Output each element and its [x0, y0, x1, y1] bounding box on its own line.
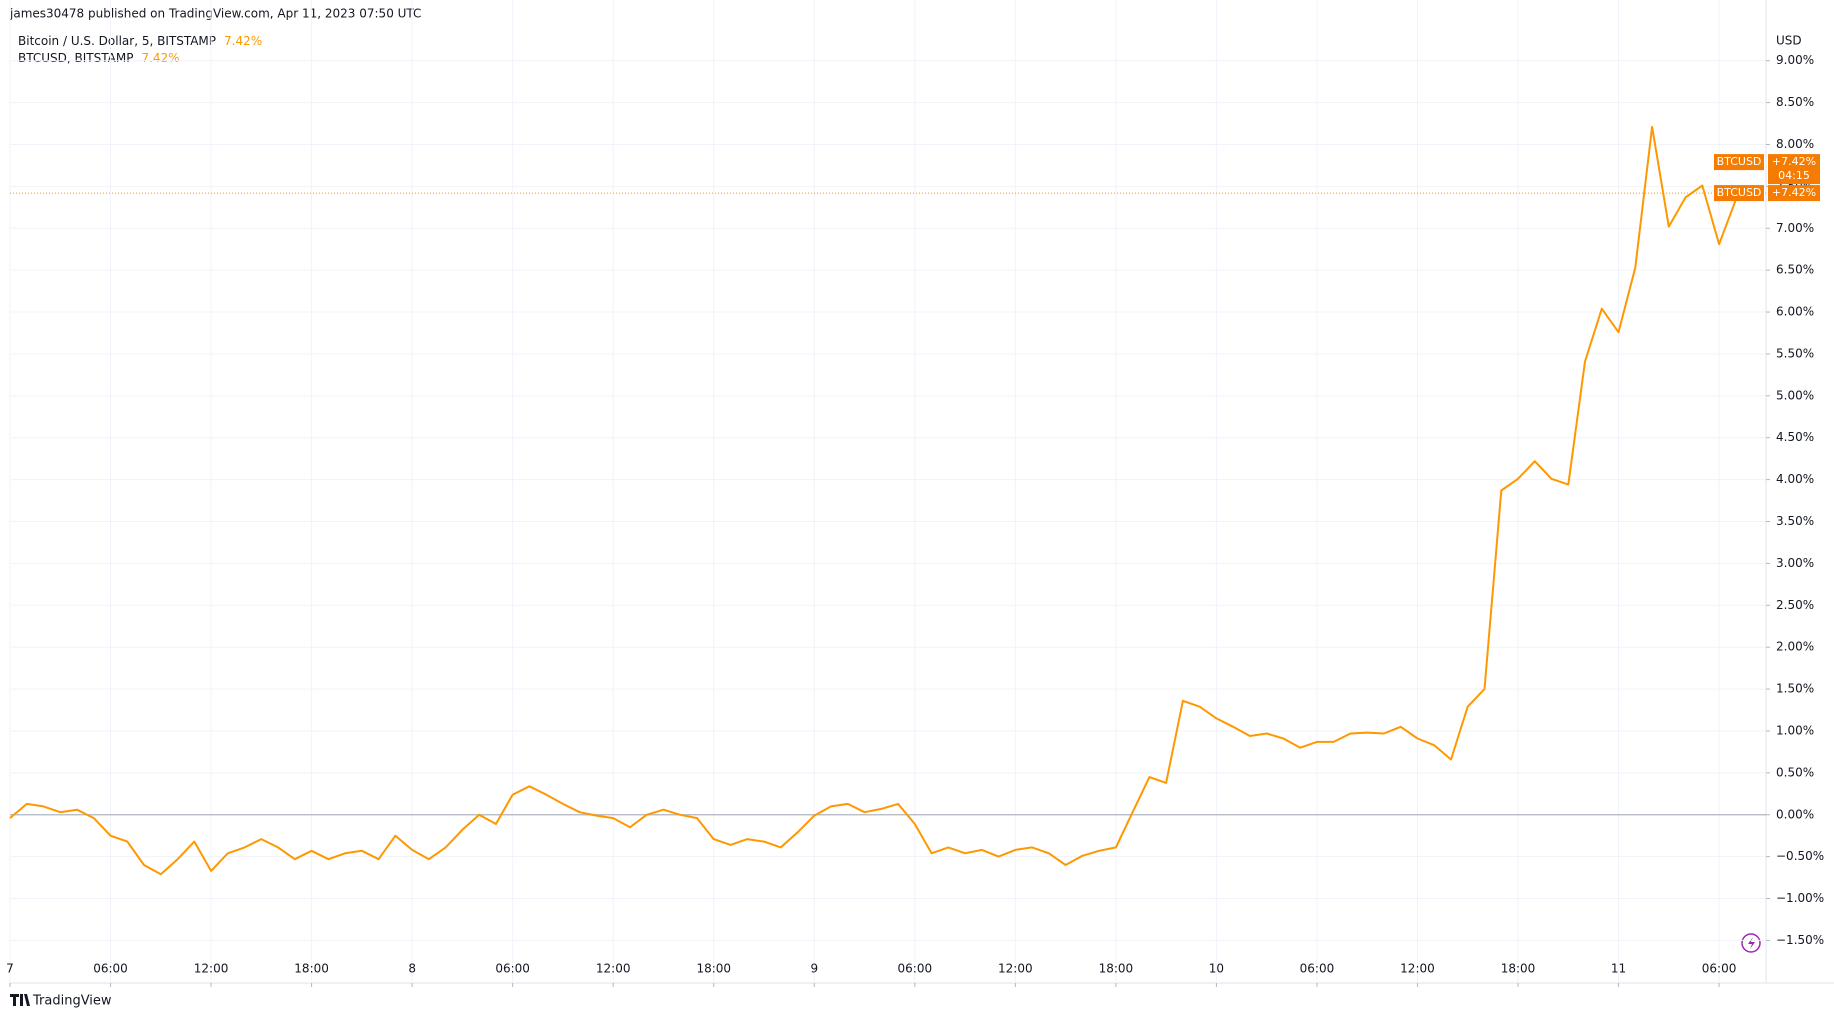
x-tick-label: 12:00: [998, 962, 1033, 976]
price-tag: [1768, 185, 1820, 202]
x-tick-label: 06:00: [1300, 962, 1335, 976]
x-tick-label: 06:00: [1702, 962, 1737, 976]
x-tick-label: 06:00: [495, 962, 530, 976]
x-tick-label: 12:00: [194, 962, 229, 976]
y-tick-label: 6.50%: [1776, 263, 1814, 277]
y-tick-label: 4.00%: [1776, 472, 1814, 486]
y-tick-label: 4.50%: [1776, 430, 1814, 444]
x-tick-label: 9: [810, 962, 818, 976]
y-tick-label: 0.50%: [1776, 765, 1814, 779]
x-tick-label: 06:00: [898, 962, 933, 976]
y-tick-label: −0.50%: [1776, 849, 1824, 863]
y-tick-label: 3.00%: [1776, 556, 1814, 570]
y-tick-label: 3.50%: [1776, 514, 1814, 528]
x-tick-label: 18:00: [1501, 962, 1536, 976]
y-tick-label: 1.00%: [1776, 723, 1814, 737]
y-tick-label: 5.00%: [1776, 388, 1814, 402]
price-tag-value: +7.42%: [1772, 155, 1816, 168]
x-tick-label: 12:00: [1400, 962, 1435, 976]
attribution: james30478 published on TradingView.com,…: [9, 7, 421, 21]
countdown: 04:15: [1778, 169, 1810, 182]
x-tick-label: 7: [6, 962, 14, 976]
price-tag-value: +7.42%: [1772, 186, 1816, 199]
price-tag-name: BTCUSD: [1717, 155, 1762, 168]
bolt-icon: [1741, 933, 1761, 953]
legend-series: BTCUSD, BITSTAMP 7.42%: [18, 51, 180, 65]
legend-series-change: 7.42%: [141, 51, 179, 65]
x-tick-label: 06:00: [93, 962, 128, 976]
y-tick-label: 5.50%: [1776, 346, 1814, 360]
y-tick-label: 7.00%: [1776, 221, 1814, 235]
logo-icon: [10, 994, 30, 1006]
bolt: [1748, 937, 1755, 949]
x-tick-label: 18:00: [1099, 962, 1134, 976]
y-tick-label: 0.00%: [1776, 807, 1814, 821]
x-tick-label: 18:00: [294, 962, 329, 976]
bolt-circle: [1741, 933, 1761, 953]
price-line: [9, 125, 1741, 876]
x-tick-label: 10: [1209, 962, 1224, 976]
legend-title: Bitcoin / U.S. Dollar, 5, BITSTAMP: [18, 34, 216, 48]
price-tag: [1714, 154, 1764, 171]
x-tick-label: 11: [1611, 962, 1626, 976]
price-tag: [1714, 185, 1764, 202]
x-tick-label: 12:00: [596, 962, 631, 976]
y-tick-label: 2.00%: [1776, 640, 1814, 654]
price-tag: [1768, 154, 1820, 185]
y-tick-label: 2.50%: [1776, 598, 1814, 612]
legend-change: 7.42%: [224, 34, 262, 48]
y-tick-label: −1.00%: [1776, 891, 1824, 905]
x-tick-label: 8: [408, 962, 416, 976]
logo: TradingView: [10, 994, 112, 1009]
grid: [9, 0, 1766, 983]
y-tick-label: 9.00%: [1776, 53, 1814, 67]
x-tick-label: 18:00: [696, 962, 731, 976]
price-tag-name: BTCUSD: [1717, 186, 1762, 199]
legend-main: Bitcoin / U.S. Dollar, 5, BITSTAMP 7.42%: [18, 34, 262, 48]
y-tick-label: 6.00%: [1776, 305, 1814, 319]
logo-text: TradingView: [32, 994, 112, 1009]
legend-series-name: BTCUSD, BITSTAMP: [18, 51, 133, 65]
y-tick-label: −1.50%: [1776, 933, 1824, 947]
currency-label: USD: [1776, 34, 1802, 48]
y-tick-label: 1.50%: [1776, 682, 1814, 696]
y-tick-label: 8.50%: [1776, 95, 1814, 109]
y-tick-label: 8.00%: [1776, 137, 1814, 151]
